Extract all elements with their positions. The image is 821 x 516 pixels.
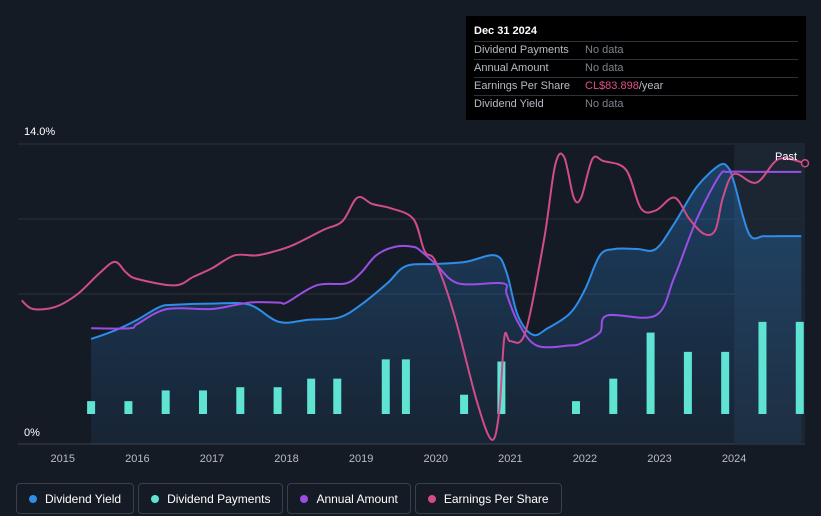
dividend-payment-bar xyxy=(758,321,767,414)
tooltip-label: Dividend Payments xyxy=(474,44,569,56)
dividend-payment-bar xyxy=(381,359,390,414)
tooltip-row-dividend-payments: Dividend Payments No data xyxy=(474,41,798,59)
x-tick-label: 2017 xyxy=(200,453,224,465)
earnings-per-share-line xyxy=(21,152,806,441)
dividend-payment-bar xyxy=(721,351,730,414)
tooltip-value: No data xyxy=(585,44,624,56)
chart-legend: Dividend Yield Dividend Payments Annual … xyxy=(16,483,562,514)
tooltip-row-dividend-yield: Dividend Yield No data xyxy=(474,95,798,113)
legend-item-dividend-payments[interactable]: Dividend Payments xyxy=(138,483,284,514)
legend-label: Earnings Per Share xyxy=(443,491,549,506)
tooltip-value: CL$83.898 xyxy=(585,80,639,92)
dividend-payment-bar xyxy=(307,378,316,414)
y-axis-min-label: 0% xyxy=(24,427,40,439)
dividend-payment-bar xyxy=(199,390,208,414)
tooltip-row-earnings-per-share: Earnings Per Share CL$83.898/year xyxy=(474,77,798,95)
tooltip-date: Dec 31 2024 xyxy=(474,25,537,37)
x-tick-label: 2024 xyxy=(722,453,746,465)
legend-item-annual-amount[interactable]: Annual Amount xyxy=(287,483,411,514)
tooltip-row-annual-amount: Annual Amount No data xyxy=(474,59,798,77)
dividend-payment-bar xyxy=(401,359,410,414)
legend-item-earnings-per-share[interactable]: Earnings Per Share xyxy=(414,483,562,514)
legend-dot-icon xyxy=(29,494,37,503)
dividend-yield-area-fill xyxy=(91,163,802,444)
dividend-payment-bar xyxy=(646,332,655,414)
dividend-payment-bar xyxy=(124,401,133,414)
x-tick-label: 2018 xyxy=(274,453,298,465)
x-tick-label: 2019 xyxy=(349,453,373,465)
legend-label: Dividend Payments xyxy=(167,491,271,506)
past-label: Past xyxy=(775,151,797,163)
x-tick-label: 2015 xyxy=(51,453,75,465)
dividend-payment-bar xyxy=(273,387,282,414)
x-tick-label: 2016 xyxy=(125,453,149,465)
dividend-payment-bar xyxy=(460,394,469,414)
data-tooltip: Dec 31 2024 Dividend Payments No data An… xyxy=(466,16,806,120)
dividend-yield-line xyxy=(90,162,802,340)
dividend-payment-bar xyxy=(571,401,580,414)
x-tick-label: 2020 xyxy=(424,453,448,465)
dividend-payment-bar xyxy=(236,387,245,414)
eps-endpoint-marker xyxy=(800,159,810,168)
dividend-yield-area xyxy=(91,163,802,444)
chart-lines xyxy=(21,152,810,441)
dividend-payment-bar xyxy=(683,351,692,414)
dividend-payment-bar xyxy=(87,401,96,414)
tooltip-label: Dividend Yield xyxy=(474,98,544,110)
legend-dot-icon xyxy=(151,494,160,503)
dividend-payment-bar xyxy=(609,378,618,414)
axis-labels: 14.0% 0% 2015 2016 2017 2018 2019 2020 2021 2022 2… xyxy=(24,126,797,465)
tooltip-label: Earnings Per Share xyxy=(474,80,570,92)
tooltip-unit: /year xyxy=(638,80,664,92)
dividend-payment-bar xyxy=(333,378,342,414)
annual-amount-line xyxy=(91,170,802,349)
tooltip-label: Annual Amount xyxy=(474,62,549,74)
x-tick-label: 2022 xyxy=(573,453,597,465)
y-axis-max-label: 14.0% xyxy=(24,126,55,138)
legend-label: Annual Amount xyxy=(316,491,398,506)
x-tick-label: 2023 xyxy=(647,453,671,465)
legend-dot-icon xyxy=(300,494,309,503)
x-tick-label: 2021 xyxy=(498,453,522,465)
dividend-payment-bar xyxy=(161,390,170,414)
dividend-payment-bar xyxy=(795,321,804,414)
legend-label: Dividend Yield xyxy=(45,491,122,506)
tooltip-value: No data xyxy=(585,62,624,74)
legend-item-dividend-yield[interactable]: Dividend Yield xyxy=(16,483,135,514)
legend-dot-icon xyxy=(427,494,436,503)
tooltip-value: No data xyxy=(585,98,624,110)
